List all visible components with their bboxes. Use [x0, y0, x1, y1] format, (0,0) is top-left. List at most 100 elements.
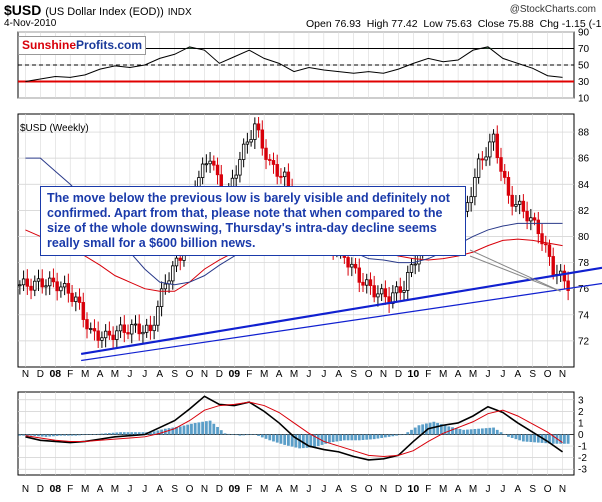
candle-body	[115, 330, 119, 340]
macd-histogram-bar	[548, 434, 551, 444]
candle-body	[126, 332, 130, 335]
candle-body	[103, 330, 108, 339]
candle-body	[133, 323, 138, 326]
candle-body	[495, 133, 499, 158]
macd-histogram-bar	[421, 424, 425, 435]
macd-histogram-bar	[208, 420, 212, 435]
candle-body	[200, 163, 205, 178]
macd-histogram-bar	[227, 433, 231, 435]
macd-histogram-bar	[182, 425, 186, 435]
x-tick-label: J	[321, 369, 326, 380]
x-tick-label: N	[201, 369, 208, 380]
macd-histogram-bar	[521, 434, 525, 442]
candle-body	[249, 139, 253, 143]
x-tick-label: A	[97, 484, 104, 495]
macd-histogram-bar	[458, 429, 462, 435]
candle-body	[383, 288, 388, 298]
candle-body	[40, 278, 44, 288]
macd-histogram-bar	[313, 434, 316, 448]
y-tick-label: 30	[578, 77, 590, 88]
x-tick-label: D	[37, 369, 44, 380]
candle-body	[480, 158, 485, 161]
macd-histogram-bar	[484, 428, 488, 435]
x-tick-label: S	[171, 369, 178, 380]
x-tick-label: M	[260, 369, 268, 380]
macd-histogram-bar	[563, 434, 566, 444]
x-tick-label: J	[127, 369, 132, 380]
macd-histogram-bar	[477, 428, 481, 435]
candle-body	[163, 283, 168, 290]
macd-histogram-bar	[354, 434, 357, 441]
x-tick-label: N	[380, 484, 387, 495]
high-label: High	[366, 18, 389, 30]
macd-histogram-bar	[40, 434, 44, 437]
x-tick-label: M	[81, 484, 89, 495]
candle-body	[74, 296, 78, 302]
macd-histogram-bar	[33, 434, 37, 436]
candle-body	[536, 219, 540, 235]
macd-histogram-bar	[212, 423, 216, 435]
candle-body	[413, 263, 417, 266]
close-label: Close	[477, 18, 505, 30]
x-tick-label: A	[335, 484, 342, 495]
candle-body	[55, 281, 59, 292]
macd-histogram-bar	[466, 429, 469, 435]
candle-body	[517, 200, 522, 205]
candle-body	[245, 141, 250, 145]
candle-body	[212, 160, 216, 166]
x-tick-label: O	[544, 484, 552, 495]
macd-histogram-bar	[387, 434, 391, 437]
x-tick-label: S	[350, 369, 357, 380]
open-value: 76.93	[334, 18, 361, 30]
candle-body	[77, 296, 82, 303]
sunshine-logo: SunshineProfits.com	[18, 36, 147, 55]
macd-histogram-bar	[365, 434, 369, 440]
macd-histogram-bar	[383, 434, 387, 438]
macd-histogram-bar	[425, 423, 428, 435]
candle-body	[70, 292, 74, 302]
macd-histogram-bar	[63, 434, 67, 436]
x-tick-label: N	[22, 369, 29, 380]
candle-body	[174, 257, 179, 267]
macd-histogram-bar	[559, 434, 563, 444]
x-tick-label: S	[350, 484, 357, 495]
annotation-pointer	[469, 255, 561, 292]
candle-body	[59, 286, 63, 292]
candle-body	[81, 302, 85, 320]
candle-body	[130, 324, 134, 335]
macd-histogram-bar	[413, 427, 417, 435]
x-tick-label: S	[529, 484, 536, 495]
macd-histogram-bar	[115, 432, 119, 435]
x-tick-label: S	[529, 369, 536, 380]
candle-body	[29, 285, 33, 291]
macd-histogram-bar	[149, 432, 152, 435]
candle-body	[476, 158, 481, 178]
candle-body	[260, 129, 264, 149]
x-tick-label: 10	[408, 368, 420, 380]
y-tick-label: 2	[578, 407, 584, 418]
candle-body	[96, 330, 100, 341]
macd-histogram-bar	[66, 434, 70, 436]
macd-histogram-bar	[44, 434, 48, 437]
macd-histogram-bar	[566, 434, 570, 444]
logo-part-2: Profits.com	[76, 38, 143, 52]
candle-body	[204, 163, 209, 166]
macd-histogram-bar	[301, 434, 305, 449]
y-tick-label: 1	[578, 418, 584, 429]
candle-body	[368, 279, 373, 287]
low-value: 75.63	[445, 18, 472, 30]
macd-histogram-bar	[264, 434, 268, 439]
macd-histogram-bar	[443, 425, 447, 435]
macd-histogram-bar	[294, 434, 298, 448]
y-tick-label: 80	[578, 232, 590, 243]
macd-histogram-bar	[52, 434, 55, 437]
x-tick-label: D	[37, 484, 44, 495]
x-tick-label: M	[290, 369, 298, 380]
macd-histogram-bar	[525, 434, 529, 442]
macd-histogram-bar	[510, 434, 514, 438]
candle-body	[551, 256, 555, 275]
macd-histogram-bar	[395, 434, 398, 436]
candle-body	[152, 324, 156, 332]
x-tick-label: O	[186, 484, 194, 495]
candle-body	[92, 328, 97, 332]
